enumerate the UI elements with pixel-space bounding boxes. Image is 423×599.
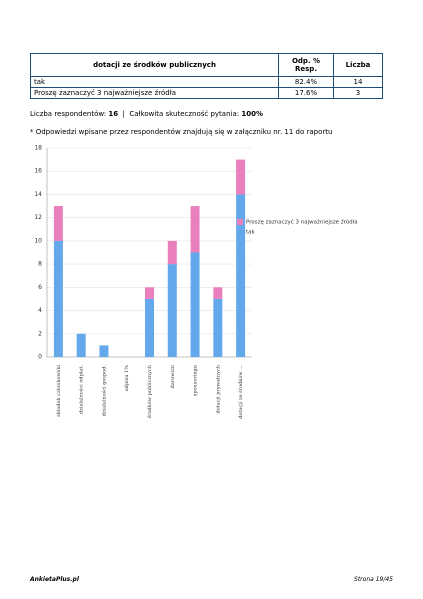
bar-segment [236,194,246,357]
y-tick-label: 0 [38,354,42,361]
bar-segment [190,252,200,357]
bar-segment [213,298,223,357]
bar-segment [99,345,109,357]
bar-segment [53,206,63,241]
y-tick-label: 14 [34,191,42,198]
legend-swatch [237,219,243,225]
footer-right: Strona 19/45 [354,576,393,583]
bar-segment [213,287,223,299]
separator: | [122,110,125,118]
bar-segment [167,264,177,357]
value: 16 [108,110,119,118]
x-tick-label: składek członkowski [56,365,62,417]
x-tick-label: darowizn [170,364,176,388]
x-tick-label: odpisu 1% [124,365,130,392]
bar-segment [145,287,154,299]
bar-segment [167,240,177,265]
summary: Liczba respondentów: 16 | Całkowita skut… [30,110,263,118]
footer-left: AnkietaPlus.pl [30,576,79,583]
y-tick-label: 16 [34,168,42,175]
cell: 17.6% [278,87,334,99]
y-tick-label: 18 [34,145,42,152]
x-tick-label: środków publicznych [146,364,153,418]
footnote: * Odpowiedzi wpisane przez respondentów … [30,128,333,136]
y-tick-label: 4 [38,307,42,314]
y-tick-label: 10 [34,237,42,244]
bar-segment [145,298,154,357]
cell: 3 [333,87,383,99]
x-tick-label: dotacji prywatnych [215,364,221,413]
bar-segment [53,240,63,357]
x-tick-label: działalności odpłat. [78,365,85,414]
y-tick-label: 12 [34,214,42,221]
bar-segment [76,333,86,357]
legend-label: Proszę zaznaczyć 3 najważniejsze źródła [246,219,358,226]
x-tick-label: działalności gospod. [100,365,107,417]
y-tick-label: 8 [38,261,42,268]
x-tick-label: dotacji ze środków ... [237,365,244,419]
y-tick-label: 6 [38,284,42,291]
bar-segment [236,159,246,195]
y-tick-label: 2 [38,330,42,337]
legend-label: tak [246,230,256,236]
table: dotacji ze środków publicznych Odp. % Re… [30,53,383,99]
header-cell: Liczba [333,53,383,77]
legend-swatch [237,229,243,235]
x-tick-label: sponsoringu [193,364,199,396]
label: Liczba respondentów: [30,110,107,118]
bar-segment [190,206,200,253]
label: Całkowita skuteczność pytania: [129,110,240,118]
value: 100% [241,110,263,118]
